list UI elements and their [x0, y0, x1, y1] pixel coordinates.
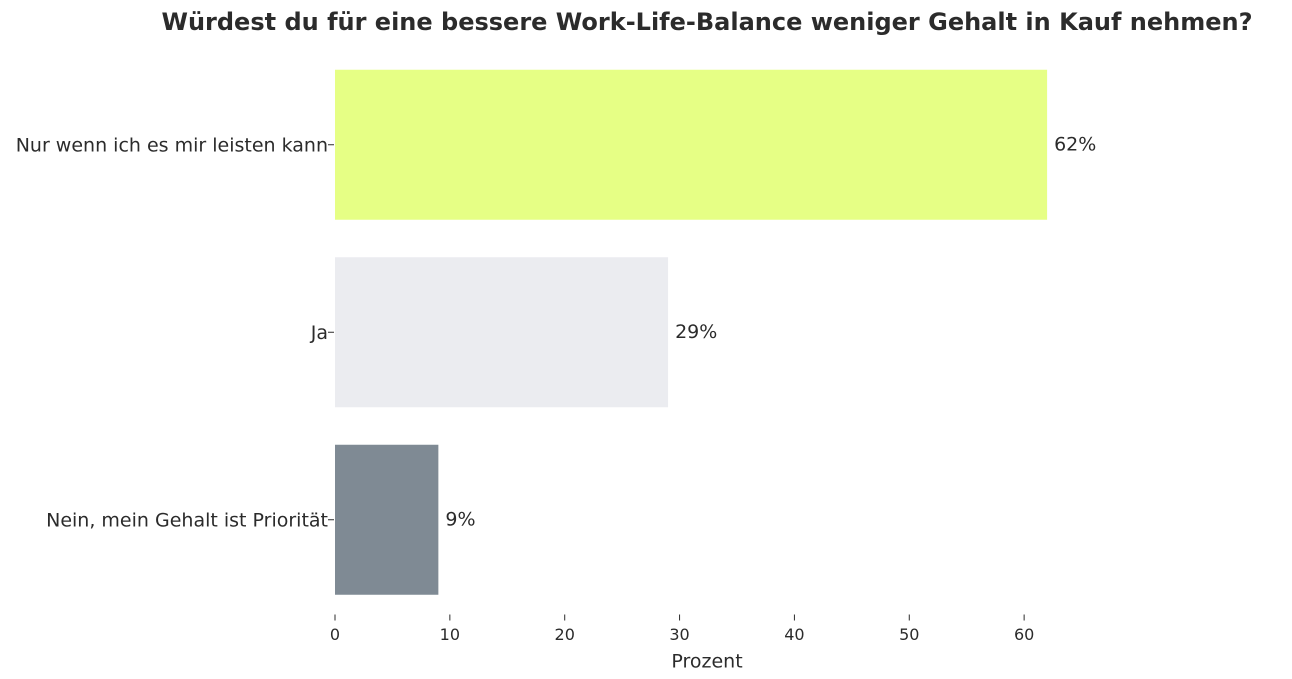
bar [335, 444, 439, 595]
value-label: 62% [1054, 133, 1096, 155]
x-tick-label: 50 [899, 625, 919, 644]
x-tick-label: 10 [440, 625, 460, 644]
x-tick-label: 60 [1014, 625, 1034, 644]
x-tick-label: 40 [784, 625, 804, 644]
value-label: 29% [675, 321, 717, 343]
x-axis-label: Prozent [671, 651, 742, 673]
bar [335, 69, 1048, 220]
x-tick-label: 30 [669, 625, 689, 644]
value-label: 9% [445, 508, 475, 530]
chart-title: Würdest du für eine bessere Work-Life-Ba… [161, 8, 1252, 36]
y-tick-label: Ja [310, 322, 328, 344]
y-tick-label: Nur wenn ich es mir leisten kann [16, 134, 328, 156]
y-tick-label: Nein, mein Gehalt ist Priorität [46, 509, 328, 531]
x-tick-label: 20 [555, 625, 575, 644]
x-tick-label: 0 [330, 625, 340, 644]
bar [335, 257, 669, 408]
